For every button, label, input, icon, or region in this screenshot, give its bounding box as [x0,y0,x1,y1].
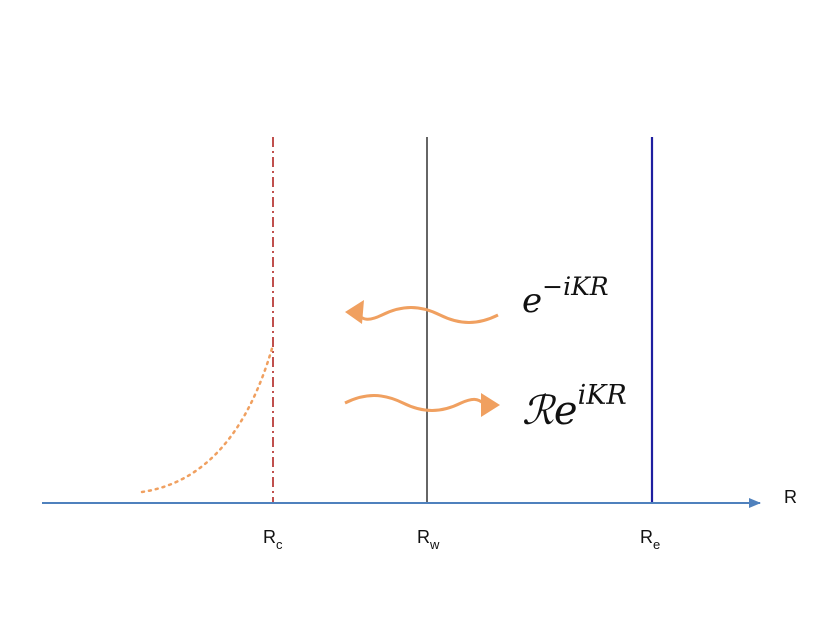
incoming-wave [356,306,499,324]
wave-base: ℛe [522,388,578,434]
marker-subscript: w [429,537,440,552]
incoming-arrowhead [345,300,364,324]
wave-exponent: −iKR [542,272,608,301]
marker-base: R [417,527,430,547]
marker-label: Rc [263,527,283,552]
marker-base: R [263,527,276,547]
marker-subscript: e [653,537,660,552]
reflected-arrowhead [481,393,500,417]
wave-formula: ℛeiKR [522,380,627,434]
wave-exponent: iKR [578,380,627,411]
reflected-wave [344,394,486,412]
wave-formula: e−iKR [522,272,609,321]
axis-label-text: R [784,487,797,507]
marker-base: R [640,527,653,547]
marker-subscript: c [276,537,283,552]
wave-base: e [522,281,542,321]
marker-label: Re [640,527,660,552]
decay-curve [140,343,275,494]
marker-label: Rw [417,527,440,552]
axis-label: R [784,487,797,507]
